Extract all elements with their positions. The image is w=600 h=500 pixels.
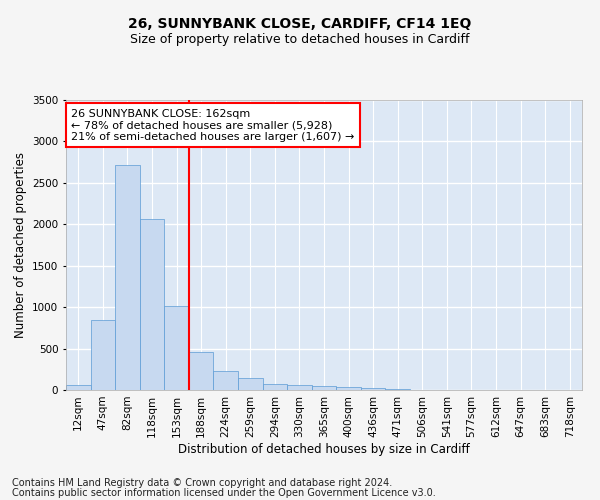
Text: Size of property relative to detached houses in Cardiff: Size of property relative to detached ho… — [130, 32, 470, 46]
Bar — [312, 386, 336, 390]
Text: 26, SUNNYBANK CLOSE, CARDIFF, CF14 1EQ: 26, SUNNYBANK CLOSE, CARDIFF, CF14 1EQ — [128, 18, 472, 32]
Bar — [263, 384, 287, 390]
Bar — [238, 378, 263, 390]
Bar — [164, 306, 189, 390]
Y-axis label: Number of detached properties: Number of detached properties — [14, 152, 26, 338]
Bar — [140, 220, 164, 390]
Bar — [115, 164, 140, 390]
Bar — [361, 388, 385, 390]
Bar — [385, 389, 410, 390]
Bar — [287, 385, 312, 390]
Bar — [214, 371, 238, 390]
Text: Contains HM Land Registry data © Crown copyright and database right 2024.: Contains HM Land Registry data © Crown c… — [12, 478, 392, 488]
Text: Contains public sector information licensed under the Open Government Licence v3: Contains public sector information licen… — [12, 488, 436, 498]
Bar — [91, 320, 115, 390]
Bar — [66, 385, 91, 390]
X-axis label: Distribution of detached houses by size in Cardiff: Distribution of detached houses by size … — [178, 442, 470, 456]
Bar — [189, 352, 214, 390]
Text: 26 SUNNYBANK CLOSE: 162sqm
← 78% of detached houses are smaller (5,928)
21% of s: 26 SUNNYBANK CLOSE: 162sqm ← 78% of deta… — [71, 108, 355, 142]
Bar — [336, 387, 361, 390]
